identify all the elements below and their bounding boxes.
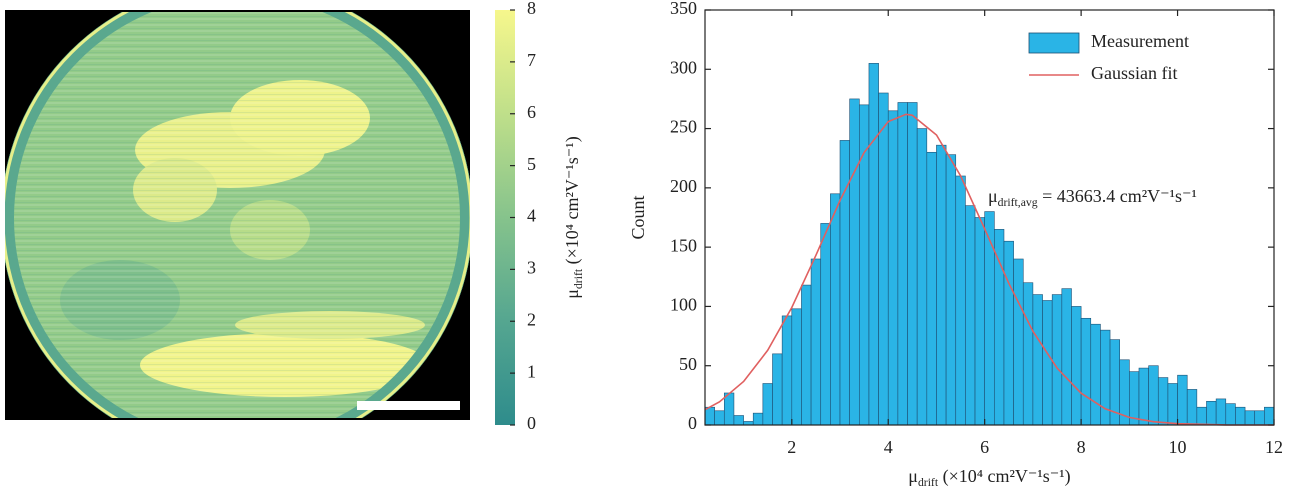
- y-tick-label: 0: [688, 413, 697, 433]
- bar: [1235, 406, 1246, 426]
- x-tick-label: 10: [1169, 437, 1187, 457]
- bar: [801, 284, 812, 426]
- bar: [1157, 377, 1169, 426]
- colorbar-label-part: (×10⁴ cm²V⁻¹s⁻¹): [562, 136, 583, 269]
- bar: [994, 229, 1005, 426]
- colorbar-tick-label: 2: [527, 309, 536, 329]
- x-tick-label: 4: [884, 437, 893, 457]
- y-tick-label: 250: [670, 117, 697, 137]
- bar: [984, 211, 995, 426]
- x-tick-label: 6: [980, 437, 989, 457]
- bar: [772, 353, 783, 426]
- bar: [704, 406, 715, 426]
- bar: [907, 102, 918, 426]
- bar: [830, 193, 841, 426]
- bar: [868, 63, 879, 426]
- colorbar-label-part: drift: [572, 268, 585, 289]
- bar: [974, 217, 985, 426]
- x-axis-label-part: μ: [908, 466, 918, 486]
- y-tick-label: 300: [670, 57, 697, 77]
- bar: [1206, 400, 1217, 426]
- bar: [1167, 383, 1178, 426]
- bar: [849, 98, 860, 426]
- bar: [714, 410, 725, 426]
- y-tick-label: 50: [679, 354, 697, 374]
- bar: [1225, 403, 1236, 426]
- bar: [1090, 323, 1101, 426]
- colorbar-tick-label: 1: [527, 361, 536, 381]
- colorbar-tick-label: 4: [527, 206, 536, 226]
- plot-frame: [704, 9, 1275, 426]
- legend-swatch: [1028, 32, 1080, 54]
- y-tick-label: 150: [670, 235, 697, 255]
- x-axis-label: μdrift (×10⁴ cm²V⁻¹s⁻¹): [908, 466, 1070, 489]
- colorbar-tick-label: 3: [527, 258, 536, 278]
- bar: [1264, 406, 1275, 426]
- x-axis-label-part: drift: [918, 476, 939, 489]
- bar: [955, 175, 966, 426]
- bar: [1061, 288, 1072, 426]
- bar: [1032, 294, 1043, 426]
- annotation-part: drift,avg: [998, 196, 1038, 209]
- bar: [733, 415, 744, 426]
- bar: [810, 258, 822, 426]
- x-tick-label: 12: [1265, 437, 1283, 457]
- colorbar-tick-label: 6: [527, 102, 536, 122]
- bar: [1254, 410, 1265, 426]
- bar: [965, 205, 976, 426]
- bar: [762, 383, 773, 426]
- y-tick-label: 350: [670, 0, 697, 18]
- colorbar-tick-label: 8: [527, 0, 536, 18]
- bar: [1138, 367, 1149, 426]
- annotation-part: μ: [988, 186, 998, 206]
- wafer-map: [5, 10, 470, 420]
- bar: [1177, 374, 1188, 426]
- scale-bar: [357, 401, 460, 410]
- bar: [878, 92, 889, 426]
- colorbar-tick-label: 5: [527, 154, 536, 174]
- bar: [897, 102, 908, 426]
- annotation-part: = 43663.4 cm²V⁻¹s⁻¹: [1038, 186, 1197, 206]
- colorbar-label-part: μ: [562, 289, 582, 299]
- bar: [936, 144, 947, 426]
- colorbar-tick-label: 0: [527, 413, 536, 433]
- bar: [926, 151, 937, 426]
- bar: [723, 392, 735, 426]
- bar: [887, 110, 899, 426]
- colorbar-label: μdrift (×10⁴ cm²V⁻¹s⁻¹): [562, 136, 585, 298]
- bar: [1148, 365, 1159, 426]
- legend-label: Measurement: [1091, 31, 1189, 51]
- bar: [1013, 258, 1024, 426]
- bar: [1080, 317, 1092, 426]
- bar: [1244, 410, 1256, 426]
- bar: [781, 315, 793, 426]
- colorbar: 0 1 2 3 4 5 6 7 8 μdrift (×10⁴ cm²V⁻¹s⁻¹): [495, 0, 585, 433]
- bar: [1196, 406, 1207, 426]
- bar: [1003, 240, 1014, 426]
- y-axis-label: Count: [628, 195, 648, 239]
- bar: [1215, 398, 1227, 426]
- bar: [1051, 294, 1063, 426]
- fit-line: [704, 113, 1275, 426]
- y-tick-label: 100: [670, 295, 697, 315]
- bar: [916, 128, 928, 426]
- bar: [945, 154, 957, 426]
- x-axis-label-part: (×10⁴ cm²V⁻¹s⁻¹): [938, 466, 1071, 487]
- bar: [1186, 389, 1198, 426]
- x-tick-label: 2: [787, 437, 796, 457]
- x-tick-label: 8: [1077, 437, 1086, 457]
- bar: [820, 223, 831, 426]
- bar: [1071, 306, 1082, 426]
- colorbar-tick-label: 7: [527, 50, 536, 70]
- bar: [791, 308, 802, 426]
- annotation: μdrift,avg = 43663.4 cm²V⁻¹s⁻¹: [988, 186, 1197, 209]
- bar: [1042, 300, 1053, 426]
- y-tick-label: 200: [670, 176, 697, 196]
- bar: [752, 412, 764, 426]
- legend-label: Gaussian fit: [1091, 63, 1177, 83]
- bar: [1022, 282, 1034, 426]
